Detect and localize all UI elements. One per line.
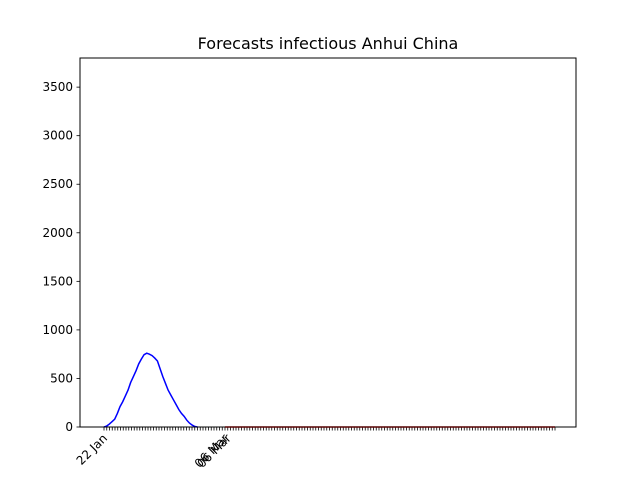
y-tick-label: 1500 [42,274,73,288]
y-tick-label: 3000 [42,129,73,143]
y-tick-label: 3500 [42,80,73,94]
y-tick-label: 1000 [42,323,73,337]
y-tick-label: 2500 [42,177,73,191]
y-tick-label: 2000 [42,226,73,240]
y-tick-label: 0 [65,420,73,434]
x-tick-label: 22 Jan [74,431,110,467]
series-layer [103,352,555,428]
y-axis-ticks: 0 500 1000 1500 2000 2500 3000 3500 [42,80,80,434]
y-tick-label: 500 [50,371,73,385]
series-line-0 [103,352,198,428]
chart-title: Forecasts infectious Anhui China [198,34,459,53]
plot-frame [79,57,577,428]
